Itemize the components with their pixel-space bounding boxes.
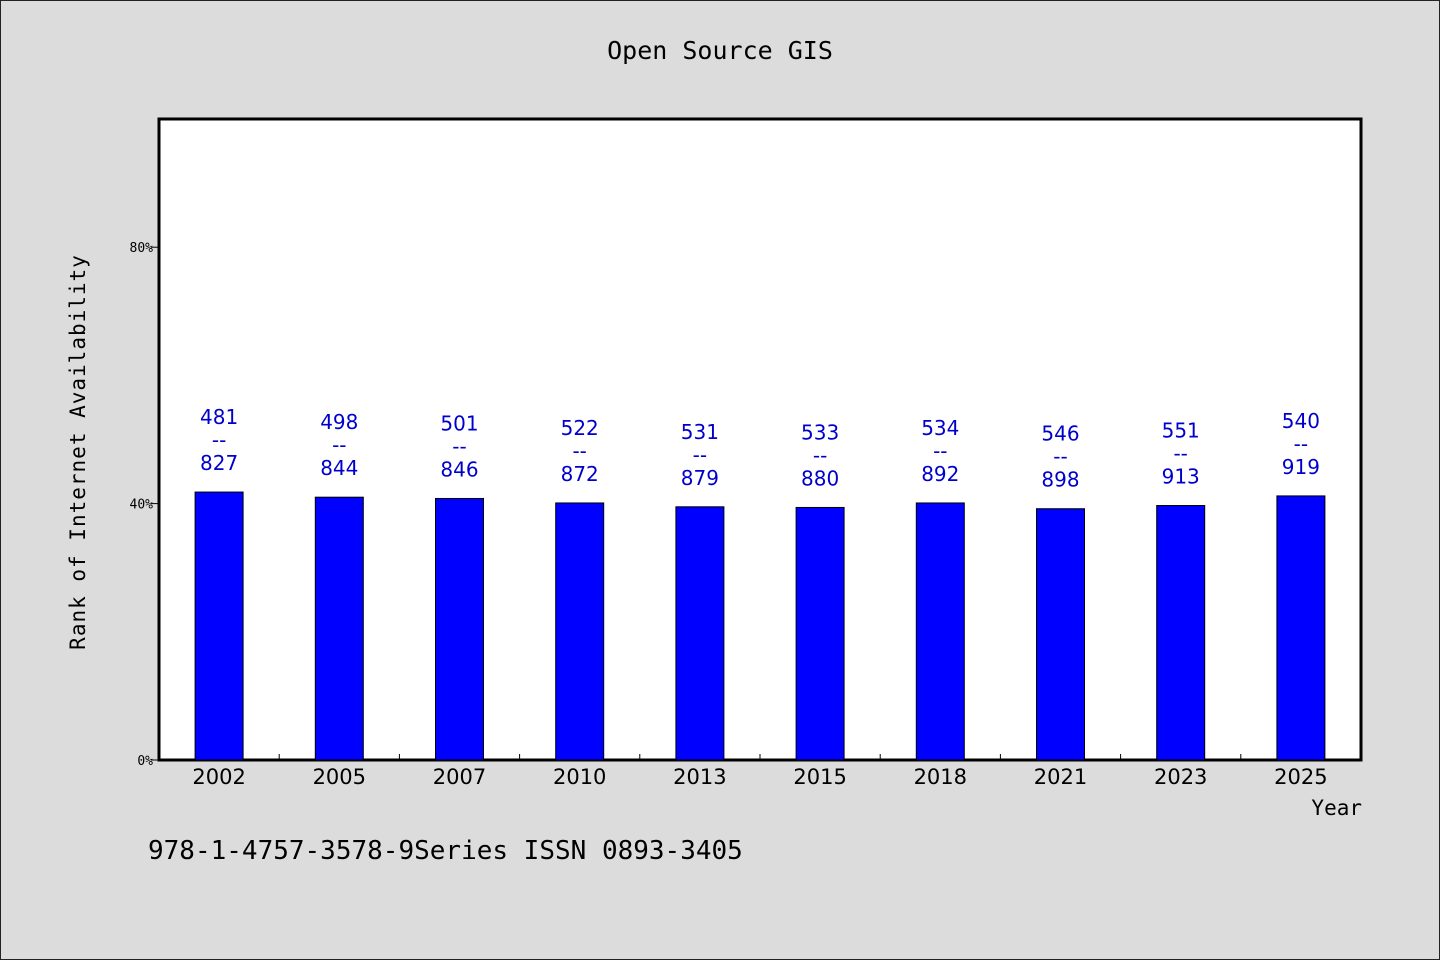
bars-group <box>194 491 1326 761</box>
bar-label-bottom: 827 <box>200 451 238 475</box>
bar-label-bottom: 919 <box>1282 455 1320 479</box>
bar-label-bottom: 872 <box>561 462 599 486</box>
bar <box>1036 508 1085 761</box>
bar-label-bottom: 892 <box>921 462 959 486</box>
bar-label-separator: -- <box>813 443 827 467</box>
bar-labels-group: 481--827498--844501--846522--872531--879… <box>200 405 1320 492</box>
x-tick-label: 2005 <box>313 765 366 789</box>
bar-label-top: 551 <box>1162 419 1200 443</box>
x-axis: 2002 2005 2007 2010 2013 2015 2018 2021 2023 2025 <box>192 754 1328 789</box>
bar <box>435 497 484 761</box>
x-tick-label: 2007 <box>433 765 486 789</box>
bar <box>1276 495 1326 761</box>
bar-label-separator: -- <box>212 428 226 452</box>
bar-label-top: 534 <box>921 416 959 440</box>
y-tick-label: 40% <box>130 498 154 513</box>
x-tick-label: 2018 <box>914 765 967 789</box>
bar-label-separator: -- <box>1053 445 1067 469</box>
bar-label-top: 540 <box>1282 409 1320 433</box>
bar-label-bottom: 913 <box>1162 465 1200 489</box>
x-tick-label: 2002 <box>192 765 245 789</box>
bar-label-top: 501 <box>440 411 478 435</box>
bar-label-separator: -- <box>332 433 346 457</box>
bar-label-top: 481 <box>200 405 238 429</box>
x-tick-label: 2015 <box>793 765 846 789</box>
bar <box>314 496 364 761</box>
bar <box>555 502 605 761</box>
bar-label-separator: -- <box>452 434 466 458</box>
bar-label-separator: -- <box>1294 432 1308 456</box>
bar-label-separator: -- <box>693 443 707 467</box>
bar <box>795 506 845 761</box>
x-tick-label: 2021 <box>1034 765 1087 789</box>
y-tick-label: 0% <box>137 754 153 769</box>
bar <box>194 491 244 761</box>
x-tick-label: 2023 <box>1154 765 1207 789</box>
x-tick-label: 2025 <box>1274 765 1327 789</box>
x-axis-label: Year <box>1311 796 1362 820</box>
bar <box>675 506 725 761</box>
bar-label-bottom: 880 <box>801 466 839 490</box>
bar-label-top: 533 <box>801 420 839 444</box>
bar-label-bottom: 898 <box>1041 468 1079 492</box>
bar-label-top: 531 <box>681 420 719 444</box>
bar <box>1156 505 1206 761</box>
bar-label-top: 522 <box>561 416 599 440</box>
bar-label-top: 498 <box>320 410 358 434</box>
bar <box>915 502 965 761</box>
bar-label-separator: -- <box>1173 442 1187 466</box>
footer-note: 978-1-4757-3578-9Series ISSN 0893-3405 <box>148 836 743 866</box>
bar-label-separator: -- <box>572 439 586 463</box>
bar-label-separator: -- <box>933 439 947 463</box>
x-tick-label: 2013 <box>673 765 726 789</box>
y-tick-label: 80% <box>130 241 154 256</box>
x-tick-label: 2010 <box>553 765 606 789</box>
y-axis: 0% 40% 80% <box>130 241 159 769</box>
chart-title: Open Source GIS <box>607 36 833 65</box>
bar-label-bottom: 879 <box>681 466 719 490</box>
bar-label-top: 546 <box>1041 422 1079 446</box>
bar-label-bottom: 844 <box>320 456 358 480</box>
bar-label-bottom: 846 <box>440 457 478 481</box>
